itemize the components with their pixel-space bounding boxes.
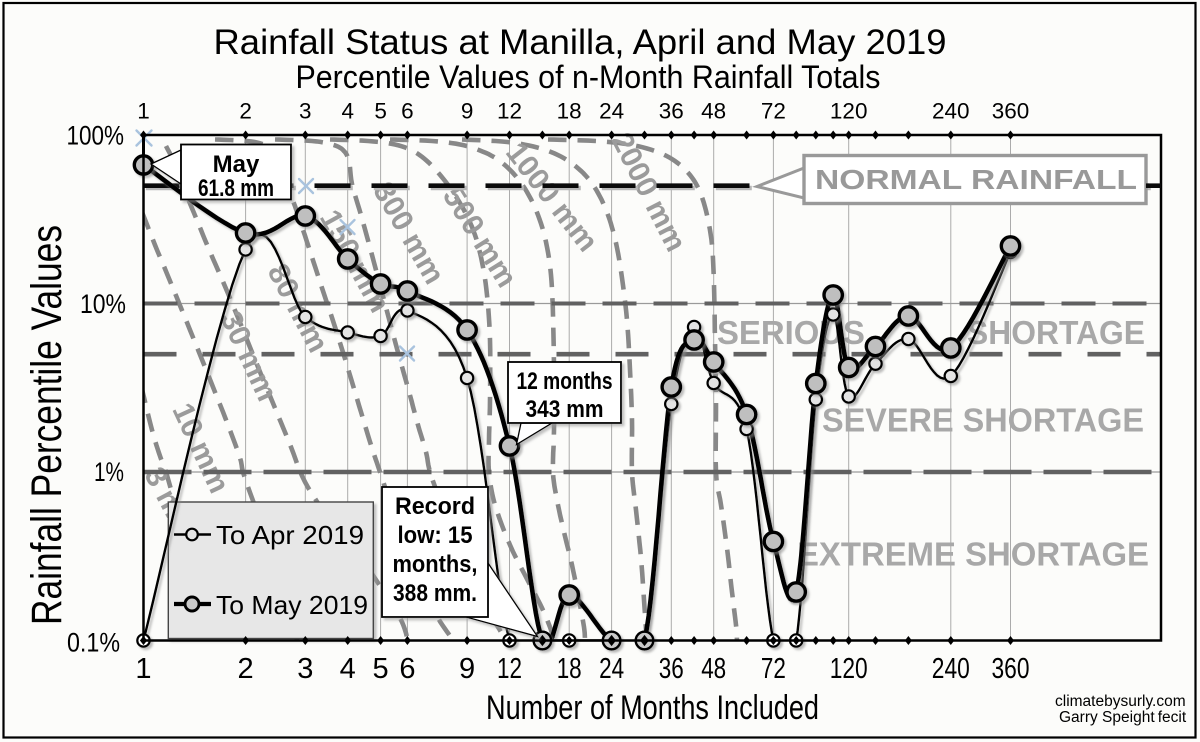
svg-text:120: 120	[830, 653, 868, 685]
svg-text:6: 6	[399, 653, 415, 685]
svg-text:360: 360	[992, 653, 1030, 685]
svg-text:4: 4	[340, 653, 356, 685]
svg-text:Percentile Values of n-Month R: Percentile Values of n-Month Rainfall To…	[296, 59, 881, 95]
svg-text:61.8 mm: 61.8 mm	[198, 175, 274, 202]
svg-text:5: 5	[373, 653, 389, 685]
svg-text:5: 5	[374, 99, 387, 124]
svg-text:343 mm: 343 mm	[526, 396, 604, 423]
svg-text:36: 36	[659, 653, 684, 685]
svg-text:4: 4	[341, 99, 354, 124]
svg-text:6: 6	[401, 99, 414, 124]
svg-text:72: 72	[761, 99, 786, 124]
svg-text:12 months: 12 months	[517, 368, 613, 395]
svg-text:18: 18	[557, 99, 582, 124]
svg-text:1%: 1%	[94, 457, 124, 487]
svg-text:SHORTAGE: SHORTAGE	[967, 314, 1145, 351]
svg-text:Rainfall Percentile Values: Rainfall Percentile Values	[23, 225, 71, 625]
svg-text:9: 9	[461, 99, 474, 124]
svg-text:NORMAL RAINFALL: NORMAL RAINFALL	[815, 164, 1137, 195]
svg-text:48: 48	[701, 653, 726, 685]
svg-text:1: 1	[135, 653, 151, 685]
svg-text:3: 3	[299, 99, 312, 124]
svg-text:3: 3	[297, 653, 313, 685]
svg-text:12: 12	[497, 99, 522, 124]
svg-text:240: 240	[932, 653, 970, 685]
svg-text:2: 2	[239, 99, 252, 124]
svg-text:360: 360	[992, 99, 1030, 124]
svg-text:EXTREME SHORTAGE: EXTREME SHORTAGE	[797, 536, 1149, 573]
svg-text:36: 36	[659, 99, 684, 124]
svg-text:SEVERE SHORTAGE: SEVERE SHORTAGE	[822, 402, 1144, 439]
svg-text:low: 15: low: 15	[398, 522, 473, 549]
svg-text:To Apr 2019: To Apr 2019	[216, 520, 364, 550]
svg-text:72: 72	[761, 653, 786, 685]
svg-text:months,: months,	[393, 551, 478, 578]
svg-text:120: 120	[830, 99, 868, 124]
svg-text:1: 1	[137, 99, 150, 124]
svg-text:climatebysurly.com: climatebysurly.com	[1055, 693, 1186, 710]
svg-text:Number of Months Included: Number of Months Included	[486, 689, 819, 727]
svg-text:0.1%: 0.1%	[67, 628, 120, 658]
svg-text:10%: 10%	[80, 289, 126, 319]
svg-text:12: 12	[497, 653, 522, 685]
svg-text:To May 2019: To May 2019	[216, 590, 368, 620]
svg-text:May: May	[213, 151, 260, 178]
svg-text:100%: 100%	[67, 121, 125, 151]
svg-text:18: 18	[557, 653, 582, 685]
svg-text:2: 2	[238, 653, 254, 685]
svg-text:Record: Record	[395, 493, 475, 520]
svg-text:Garry Speight fecit: Garry Speight fecit	[1059, 709, 1187, 726]
svg-text:24: 24	[599, 653, 624, 685]
svg-text:9: 9	[459, 653, 475, 685]
svg-text:24: 24	[599, 99, 624, 124]
svg-text:48: 48	[701, 99, 726, 124]
svg-text:Rainfall Status at Manilla, Ap: Rainfall Status at Manilla, April and Ma…	[214, 22, 947, 62]
svg-text:388 mm.: 388 mm.	[393, 580, 477, 607]
svg-text:240: 240	[932, 99, 970, 124]
